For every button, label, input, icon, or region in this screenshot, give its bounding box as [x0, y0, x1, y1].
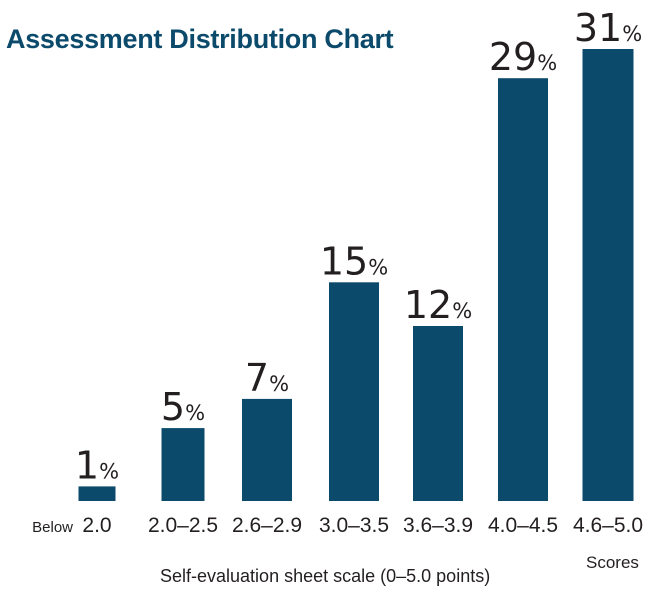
- tick-label-1: 2.0: [82, 514, 111, 537]
- x-axis-unit-label: Scores: [586, 553, 639, 572]
- bar-3: [242, 398, 292, 501]
- data-label-1: 1%: [75, 443, 119, 487]
- tick-label-2: 2.0–2.5: [148, 514, 218, 537]
- tick-label-5: 3.6–3.9: [403, 514, 473, 537]
- bar-7: [582, 49, 634, 501]
- data-label-6: 29%: [489, 35, 557, 79]
- tick-label-3: 2.6–2.9: [232, 514, 302, 537]
- data-label-4: 15%: [320, 239, 388, 283]
- tick-label-4: 3.0–3.5: [319, 514, 389, 537]
- bar-1: [78, 486, 116, 501]
- bar-2: [161, 428, 205, 501]
- data-label-3: 7%: [245, 356, 289, 400]
- data-label-5: 12%: [404, 283, 472, 327]
- bar-4: [329, 282, 379, 501]
- bar-5: [413, 326, 463, 501]
- bar-6: [498, 78, 548, 501]
- tick-label-7: 4.6–5.0: [573, 514, 643, 537]
- data-label-2: 5%: [161, 385, 205, 429]
- tick-label-prefix-1: Below: [32, 519, 73, 536]
- chart-title: Assessment Distribution Chart: [6, 24, 394, 54]
- data-label-7: 31%: [574, 6, 642, 50]
- x-axis-label: Self-evaluation sheet scale (0–5.0 point…: [160, 566, 491, 586]
- tick-label-6: 4.0–4.5: [488, 514, 558, 537]
